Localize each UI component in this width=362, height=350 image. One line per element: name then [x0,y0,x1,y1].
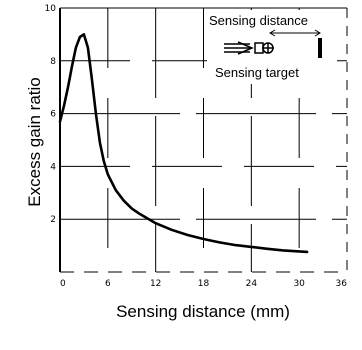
y-tick-label-6: 6 [50,110,56,120]
inset-background [207,10,337,84]
distance-arrow-icon [269,29,321,37]
y-tick-label-10: 10 [45,4,57,14]
x-tick-label-36: 36 [336,279,348,289]
series-line-0 [58,33,309,254]
inset-top-label: Sensing distance [209,13,308,28]
series-layer [58,33,309,254]
x-tick-label-24: 24 [246,279,258,289]
x-tick-label-12: 12 [150,279,161,289]
sensor-icon [224,41,274,55]
y-axis-title: Excess gain ratio [25,77,44,206]
y-tick-label-8: 8 [50,57,56,67]
inset-diagram: Sensing distance Sensing target [207,10,337,84]
y-tick-label-2: 2 [50,215,56,225]
target-plate-icon [318,38,322,58]
y-tick-label-4: 4 [50,162,56,172]
x-tick-label-6: 6 [105,279,111,289]
x-tick-label-0: 0 [60,279,66,289]
x-tick-label-18: 18 [198,279,210,289]
x-axis-title: Sensing distance (mm) [116,302,290,321]
x-tick-label-30: 30 [293,279,305,289]
x-tick-labels: 0 6 12 18 24 30 36 [60,279,347,289]
y-tick-labels: 2 4 6 8 10 [45,4,57,225]
plot-frame [59,7,348,273]
inset-bottom-label: Sensing target [215,65,299,80]
